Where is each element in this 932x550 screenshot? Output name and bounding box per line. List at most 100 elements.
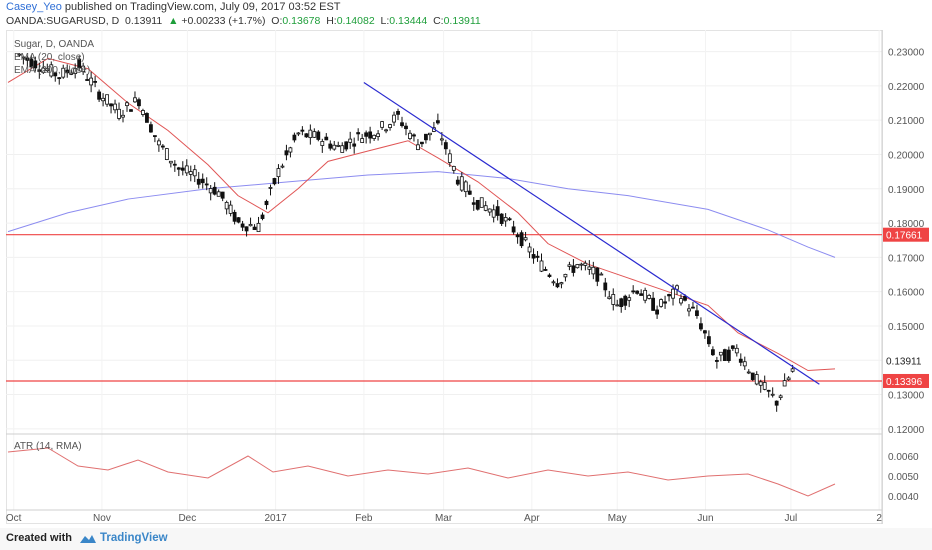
time-tick-label: Jun [697, 513, 713, 524]
price-tick-label: 0.17000 [888, 253, 925, 264]
candle-body [49, 64, 54, 77]
candle-body [288, 147, 293, 153]
candle-body [308, 129, 313, 139]
candle-body [160, 145, 165, 148]
candle-body [376, 133, 380, 137]
candle-body [264, 200, 269, 206]
author-link[interactable]: Casey_Yeo [6, 1, 62, 13]
candle-body [356, 132, 361, 135]
candle-body [41, 67, 46, 73]
time-tick-label: Mar [435, 513, 453, 524]
candle-body [188, 171, 193, 175]
candle-body [503, 217, 508, 222]
candle-body [320, 141, 325, 146]
candle-body [563, 273, 568, 278]
candle-body [168, 160, 173, 164]
candle-body [121, 114, 125, 118]
atr-axis: 0.0060 0.0050 0.0040 [888, 452, 919, 503]
candle-body [25, 57, 30, 61]
candle-body [746, 371, 751, 374]
candle-body [65, 69, 70, 74]
price-tick-label: 0.21000 [888, 116, 925, 127]
candle-body [149, 124, 153, 133]
legend-ema20: EMA (20, close) [14, 52, 85, 63]
candle-body [495, 206, 500, 216]
candle-body [360, 138, 365, 143]
candle-body [296, 132, 301, 135]
candle-body [400, 122, 404, 127]
candle-body [575, 264, 580, 269]
candle-body [300, 129, 305, 132]
candle-body [276, 168, 281, 178]
candle-body [483, 205, 488, 211]
candle-body [527, 246, 532, 253]
candle-body [786, 377, 791, 381]
candle-body [770, 393, 775, 396]
atr-tick-label: 0.0040 [888, 492, 919, 503]
candle-body [192, 169, 197, 177]
candle-body [750, 372, 755, 380]
candle-body [671, 288, 675, 299]
low-value: 0.13444 [389, 15, 428, 27]
candle-body [53, 72, 58, 77]
candle-body [380, 121, 384, 128]
candle-body [734, 347, 739, 354]
candle-body [583, 262, 588, 266]
price-tick-label: 0.19000 [888, 185, 925, 196]
level-low-label: 0.13396 [886, 377, 923, 388]
time-tick-label: Jul [785, 513, 798, 524]
time-tick-label: May [608, 513, 627, 524]
candle-body [272, 178, 277, 185]
candle-body [551, 281, 556, 284]
candle-body [754, 374, 759, 385]
candle-body [172, 163, 177, 166]
symbol-name: OANDA:SUGARUSD, D [6, 15, 120, 27]
candle-body [200, 178, 205, 184]
candle-body [742, 361, 747, 367]
ema200-line [7, 171, 836, 258]
candle-body [324, 136, 329, 141]
candle-body [547, 274, 552, 277]
candle-body [304, 133, 309, 138]
candle-body [758, 381, 763, 386]
candle-body [412, 134, 416, 137]
candle-body [707, 336, 711, 345]
change-value: +0.00233 (+1.7%) [181, 15, 266, 27]
candle-body [774, 400, 779, 406]
candle-body [451, 166, 456, 171]
time-tick-label: Apr [524, 513, 540, 524]
candle-body [105, 94, 109, 105]
candle-body [539, 260, 544, 272]
candle-body [535, 255, 540, 258]
candle-body [164, 148, 169, 160]
high-label: H: [326, 15, 337, 27]
candle-body [248, 223, 253, 227]
candle-body [77, 58, 82, 69]
tradingview-brand[interactable]: TradingView [100, 532, 168, 544]
candle-body [459, 176, 464, 191]
candle-body [571, 265, 576, 273]
candle-body [555, 283, 560, 288]
candle-body [117, 108, 121, 119]
candle-body [762, 382, 767, 390]
published-text: published on TradingView.com, July 09, 2… [64, 1, 341, 13]
time-tick-label: Nov [93, 513, 111, 524]
candle-body [336, 145, 341, 147]
candle-body [348, 138, 353, 143]
candle-body [435, 120, 440, 124]
candle-body [479, 197, 484, 208]
candle-body [208, 188, 213, 194]
candle-body [228, 204, 233, 214]
candle-body [531, 254, 536, 259]
candle-body [396, 110, 400, 115]
candle-body [85, 79, 90, 81]
candle-body [416, 144, 420, 151]
candle-body [260, 214, 265, 219]
grid [6, 30, 882, 510]
candle-body [372, 134, 377, 139]
candle-body [523, 237, 528, 241]
candle-body [587, 266, 592, 270]
candle-body [511, 226, 516, 233]
price-chart[interactable]: 0.23000 0.22000 0.21000 0.20000 0.19000 0.180… [0, 0, 932, 528]
level-low-label-bg [883, 373, 929, 388]
